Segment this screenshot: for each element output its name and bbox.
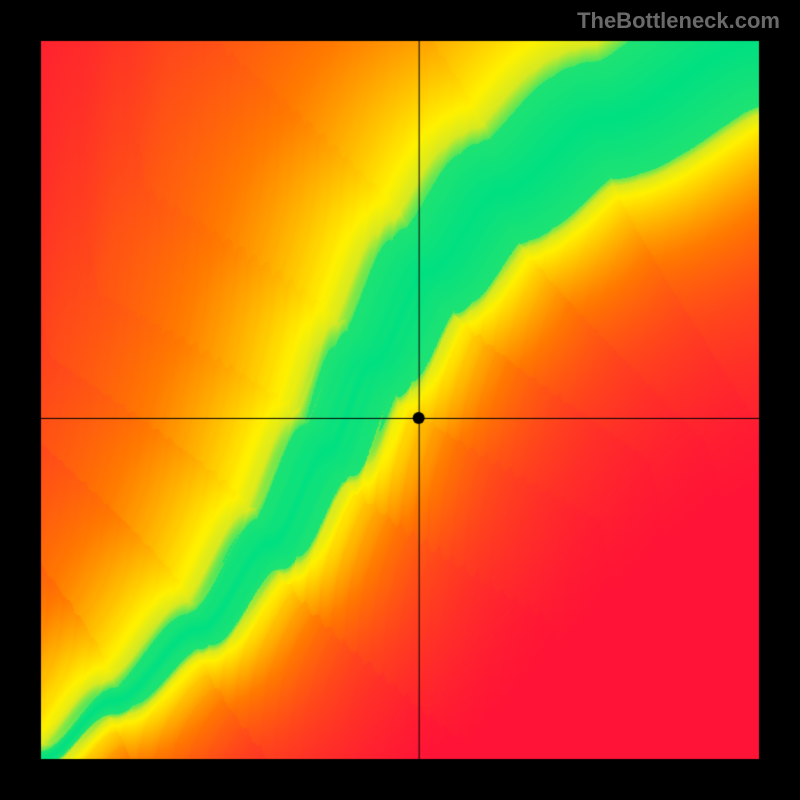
bottleneck-heatmap	[0, 0, 800, 800]
watermark-text: TheBottleneck.com	[577, 8, 780, 34]
